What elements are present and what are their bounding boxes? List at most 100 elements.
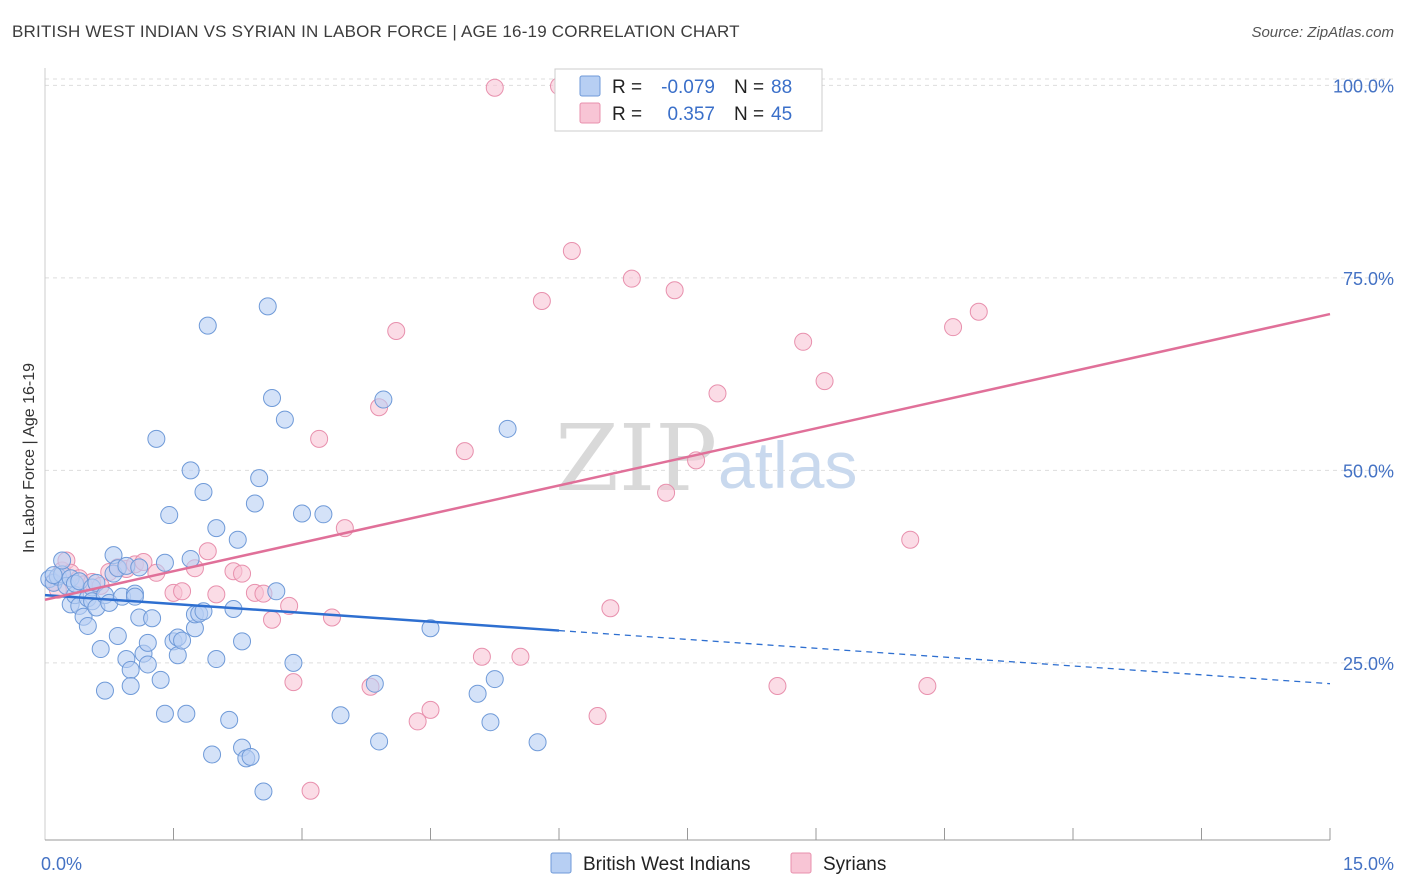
point-blue-88 [528, 733, 547, 752]
point-pink-21 [233, 564, 252, 583]
point-pink-37 [472, 647, 491, 666]
point-blue-66 [233, 632, 252, 651]
point-blue-51 [181, 461, 200, 480]
series-legend-label-pink: Syrians [823, 854, 886, 875]
point-blue-50 [177, 704, 196, 723]
point-blue-74 [267, 582, 286, 601]
axes [44, 68, 1331, 841]
point-blue-84 [468, 684, 487, 703]
point-blue-38 [130, 558, 149, 577]
point-pink-50 [768, 677, 787, 695]
point-blue-43 [155, 553, 174, 572]
y-tick-label-1: 50.0% [1343, 461, 1394, 481]
point-pink-53 [901, 530, 920, 549]
series-legend-swatch-pink [790, 852, 812, 874]
point-pink-25 [280, 596, 299, 615]
point-pink-42 [562, 241, 581, 260]
point-blue-82 [374, 390, 393, 409]
point-pink-24 [263, 610, 282, 629]
point-pink-29 [322, 608, 341, 627]
point-blue-29 [121, 660, 140, 679]
point-pink-46 [657, 483, 676, 502]
point-blue-9 [78, 616, 97, 635]
legend-n-value-2: 45 [771, 104, 792, 125]
point-blue-73 [263, 389, 282, 408]
data-points [40, 77, 988, 801]
point-blue-11 [44, 566, 63, 585]
point-blue-75 [275, 410, 294, 429]
trend-lines [44, 312, 1331, 685]
legend-n-value-1: 88 [771, 77, 792, 98]
point-pink-44 [601, 599, 620, 618]
point-blue-10 [53, 551, 72, 570]
point-blue-64 [228, 530, 247, 549]
legend-n-label-2: N = [734, 104, 764, 125]
point-blue-68 [241, 747, 260, 766]
point-pink-43 [588, 707, 607, 726]
watermark-atlas: atlas [718, 428, 857, 502]
point-blue-85 [481, 713, 500, 732]
y-tick-label-2: 75.0% [1343, 269, 1394, 289]
point-blue-56 [194, 482, 213, 501]
legend-swatch-blue [579, 75, 601, 97]
trend-line-blue-extension [558, 629, 1331, 685]
legend-r-value-1: -0.079 [661, 77, 715, 98]
stats-legend: R = -0.079 N = 88 R = 0.357 N = 45 [554, 68, 823, 132]
point-blue-62 [220, 710, 239, 729]
point-blue-87 [498, 419, 517, 438]
point-blue-20 [91, 640, 110, 659]
point-blue-61 [207, 519, 226, 538]
point-blue-41 [147, 429, 166, 448]
point-pink-51 [794, 332, 813, 351]
point-pink-52 [815, 372, 834, 391]
point-pink-33 [387, 322, 406, 341]
legend-n-label-1: N = [734, 77, 764, 98]
watermark: ZIP atlas [555, 405, 857, 512]
point-pink-40 [532, 292, 551, 310]
point-blue-81 [370, 732, 389, 751]
legend-r-label-2: R = [612, 104, 642, 125]
point-pink-19 [207, 585, 226, 604]
trend-line-pink [44, 312, 1331, 601]
trend-line-blue [44, 593, 560, 632]
y-axis-title: In Labor Force | Age 16-19 [21, 363, 38, 553]
point-pink-55 [944, 318, 963, 337]
point-pink-34 [408, 712, 427, 731]
point-blue-72 [258, 297, 277, 316]
series-legend-label-blue: British West Indians [583, 854, 751, 875]
point-pink-27 [301, 781, 320, 800]
legend-r-value-2: 0.357 [667, 104, 715, 125]
point-pink-47 [665, 281, 684, 300]
point-pink-39 [511, 647, 530, 666]
point-blue-70 [250, 469, 269, 488]
legend-r-label-1: R = [612, 77, 642, 98]
point-pink-49 [708, 384, 727, 403]
point-blue-71 [254, 782, 273, 801]
point-blue-32 [121, 677, 140, 695]
source-label: Source: ZipAtlas.com [1251, 24, 1394, 41]
series-legend-swatch-blue [550, 852, 572, 874]
point-pink-36 [455, 442, 474, 461]
point-pink-26 [284, 673, 303, 692]
point-blue-86 [485, 670, 504, 689]
point-blue-76 [284, 653, 303, 672]
point-blue-79 [331, 706, 350, 725]
chart-title: BRITISH WEST INDIAN VS SYRIAN IN LABOR F… [12, 22, 740, 41]
series-legend: British West Indians Syrians [550, 852, 886, 875]
x-tick-label-0: 0.0% [41, 854, 82, 874]
point-blue-78 [314, 505, 333, 524]
y-tick-label-3: 100.0% [1333, 76, 1394, 96]
point-pink-16 [173, 582, 192, 601]
point-blue-45 [160, 506, 179, 525]
point-blue-39 [138, 633, 157, 652]
point-blue-69 [245, 494, 264, 513]
point-blue-37 [138, 655, 157, 674]
point-blue-77 [293, 504, 311, 523]
point-pink-18 [198, 542, 217, 561]
point-blue-26 [108, 626, 127, 645]
point-pink-38 [485, 78, 504, 97]
point-blue-42 [151, 670, 170, 689]
point-blue-60 [207, 650, 226, 669]
point-pink-54 [918, 677, 937, 695]
